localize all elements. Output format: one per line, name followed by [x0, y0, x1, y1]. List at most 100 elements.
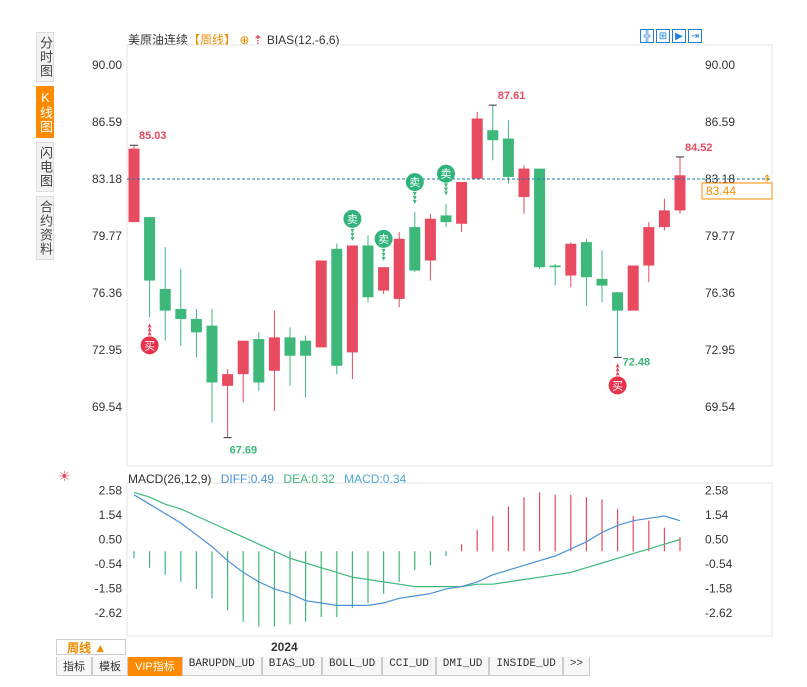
sell-signal-icon — [405, 173, 424, 192]
y-tick-label-right: 72.95 — [705, 343, 735, 357]
zoom-icon[interactable]: ⊞ — [656, 29, 670, 43]
candle-body — [471, 118, 483, 179]
candle-body — [565, 243, 577, 276]
year-label: 2024 — [271, 640, 298, 654]
macd-panel-frame — [126, 482, 773, 637]
sell-arrow: ▾ — [444, 189, 448, 198]
macd-tick-label-left: -0.54 — [95, 557, 123, 571]
buy-arrow: ▴ — [148, 324, 152, 333]
period-selector[interactable]: 周线 ▲ — [56, 639, 126, 655]
candle-body — [440, 215, 452, 223]
y-tick-label-right: 86.59 — [705, 115, 735, 129]
candle-body — [300, 340, 312, 356]
buy-arrow: ▴ — [148, 328, 152, 337]
macd-tick-label-left: 1.54 — [99, 508, 123, 522]
candle-body — [409, 227, 421, 271]
tab-contract-info[interactable]: 合约资料 — [36, 196, 54, 260]
sell-arrow: ▾ — [382, 246, 386, 255]
candle-body — [580, 242, 592, 278]
macd-name: MACD(26,12,9) — [128, 472, 212, 486]
candle-body — [643, 227, 655, 266]
tab-cci[interactable]: CCI_UD — [382, 657, 436, 676]
tab-template[interactable]: 模板 — [92, 657, 128, 676]
extreme-label: 67.69 — [230, 445, 258, 457]
buy-signal-icon — [608, 376, 627, 395]
tab-bias[interactable]: BIAS_UD — [261, 657, 322, 676]
tab-barupdn[interactable]: BARUPDN_UD — [181, 657, 262, 676]
macd-dea-value: DEA:0.32 — [283, 472, 335, 486]
macd-tick-label-right: 0.50 — [705, 532, 729, 546]
candle-body — [331, 248, 343, 366]
macd-tick-label-left: 2.58 — [99, 484, 123, 498]
macd-macd-value: MACD:0.34 — [344, 472, 407, 486]
candle-body — [284, 337, 296, 356]
tab-vip-indicator[interactable]: VIP指标 — [128, 657, 182, 676]
macd-tick-label-left: -2.62 — [95, 606, 123, 620]
candle-body — [674, 175, 686, 211]
sell-arrow: ▾ — [350, 234, 354, 243]
plus-circle-icon[interactable]: ⊕ — [239, 33, 250, 47]
current-price-marker: ⇞ — [763, 174, 771, 185]
sell-arrow: ▾ — [350, 226, 354, 235]
price-panel-frame — [126, 44, 773, 467]
macd-tick-label-right: -2.62 — [705, 606, 733, 620]
sell-signal-label: 卖 — [347, 213, 358, 226]
candle-body — [518, 168, 530, 198]
tab-time-chart[interactable]: 分时图 — [36, 32, 54, 82]
macd-diff-value: DIFF:0.49 — [220, 472, 275, 486]
view-tabs: 分时图 K线图 闪电图 合约资料 — [36, 32, 54, 264]
candle-body — [393, 238, 405, 299]
candle-body — [596, 278, 608, 286]
current-price-label: 83.44 — [706, 184, 736, 198]
sun-icon[interactable]: ☀ — [58, 468, 71, 484]
play-icon[interactable]: ▶ — [672, 29, 686, 43]
y-tick-label-left: 79.77 — [92, 229, 122, 243]
crosshair-icon[interactable]: ╬ — [640, 29, 654, 43]
tab-dmi[interactable]: DMI_UD — [435, 657, 490, 676]
time-axis-bar: 周线 ▲ 2024 — [56, 639, 773, 657]
y-tick-label-right: 76.36 — [705, 286, 735, 300]
exit-icon[interactable]: ⇥ — [688, 29, 702, 43]
tab-boll[interactable]: BOLL_UD — [321, 657, 383, 676]
y-tick-label-left: 90.00 — [92, 58, 122, 72]
y-tick-label-left: 76.36 — [92, 286, 122, 300]
sell-arrow: ▾ — [382, 250, 386, 259]
y-tick-label-left: 86.59 — [92, 115, 122, 129]
buy-arrow: ▴ — [148, 320, 152, 329]
indicator-tabs: 指标 模板 VIP指标 BARUPDN_UD BIAS_UD BOLL_UD C… — [56, 657, 591, 676]
candle-body — [346, 245, 358, 353]
candle-body — [206, 325, 218, 383]
tab-inside[interactable]: INSIDE_UD — [489, 657, 563, 676]
sell-signal-icon — [437, 164, 455, 183]
candle-body — [175, 308, 187, 319]
tab-indicator[interactable]: 指标 — [56, 657, 92, 676]
macd-header: MACD(26,12,9) DIFF:0.49 DEA:0.32 MACD:0.… — [128, 472, 412, 486]
tab-k-chart[interactable]: K线图 — [36, 86, 54, 138]
tab-flash-chart[interactable]: 闪电图 — [36, 142, 54, 192]
period-label[interactable]: 【周线】 — [188, 33, 237, 47]
sell-arrow: ▾ — [413, 197, 417, 206]
candle-body — [627, 265, 639, 311]
buy-arrow: ▴ — [616, 360, 620, 369]
candle-body — [222, 374, 234, 386]
sell-signal-label: 卖 — [441, 168, 452, 181]
y-tick-label-left: 72.95 — [92, 343, 122, 357]
candle-body — [549, 265, 561, 268]
candle-body — [456, 181, 468, 224]
bias-label: BIAS(12,-6,6) — [266, 33, 340, 47]
symbol-name: 美原油连续 — [128, 33, 189, 47]
sell-signal-icon — [374, 229, 393, 248]
buy-signal-label: 买 — [144, 339, 155, 352]
buy-arrow: ▴ — [616, 368, 620, 377]
extreme-label: 85.03 — [139, 130, 167, 142]
tab-more[interactable]: >> — [562, 657, 591, 676]
sell-signal-label: 卖 — [409, 176, 420, 189]
candle-body — [253, 339, 265, 383]
sell-arrow: ▾ — [444, 185, 448, 194]
y-tick-label-left: 83.18 — [92, 172, 122, 186]
extreme-label: 87.61 — [498, 90, 526, 102]
y-tick-label-left: 69.54 — [92, 400, 122, 414]
candle-body — [378, 267, 390, 291]
candle-body — [612, 292, 624, 311]
